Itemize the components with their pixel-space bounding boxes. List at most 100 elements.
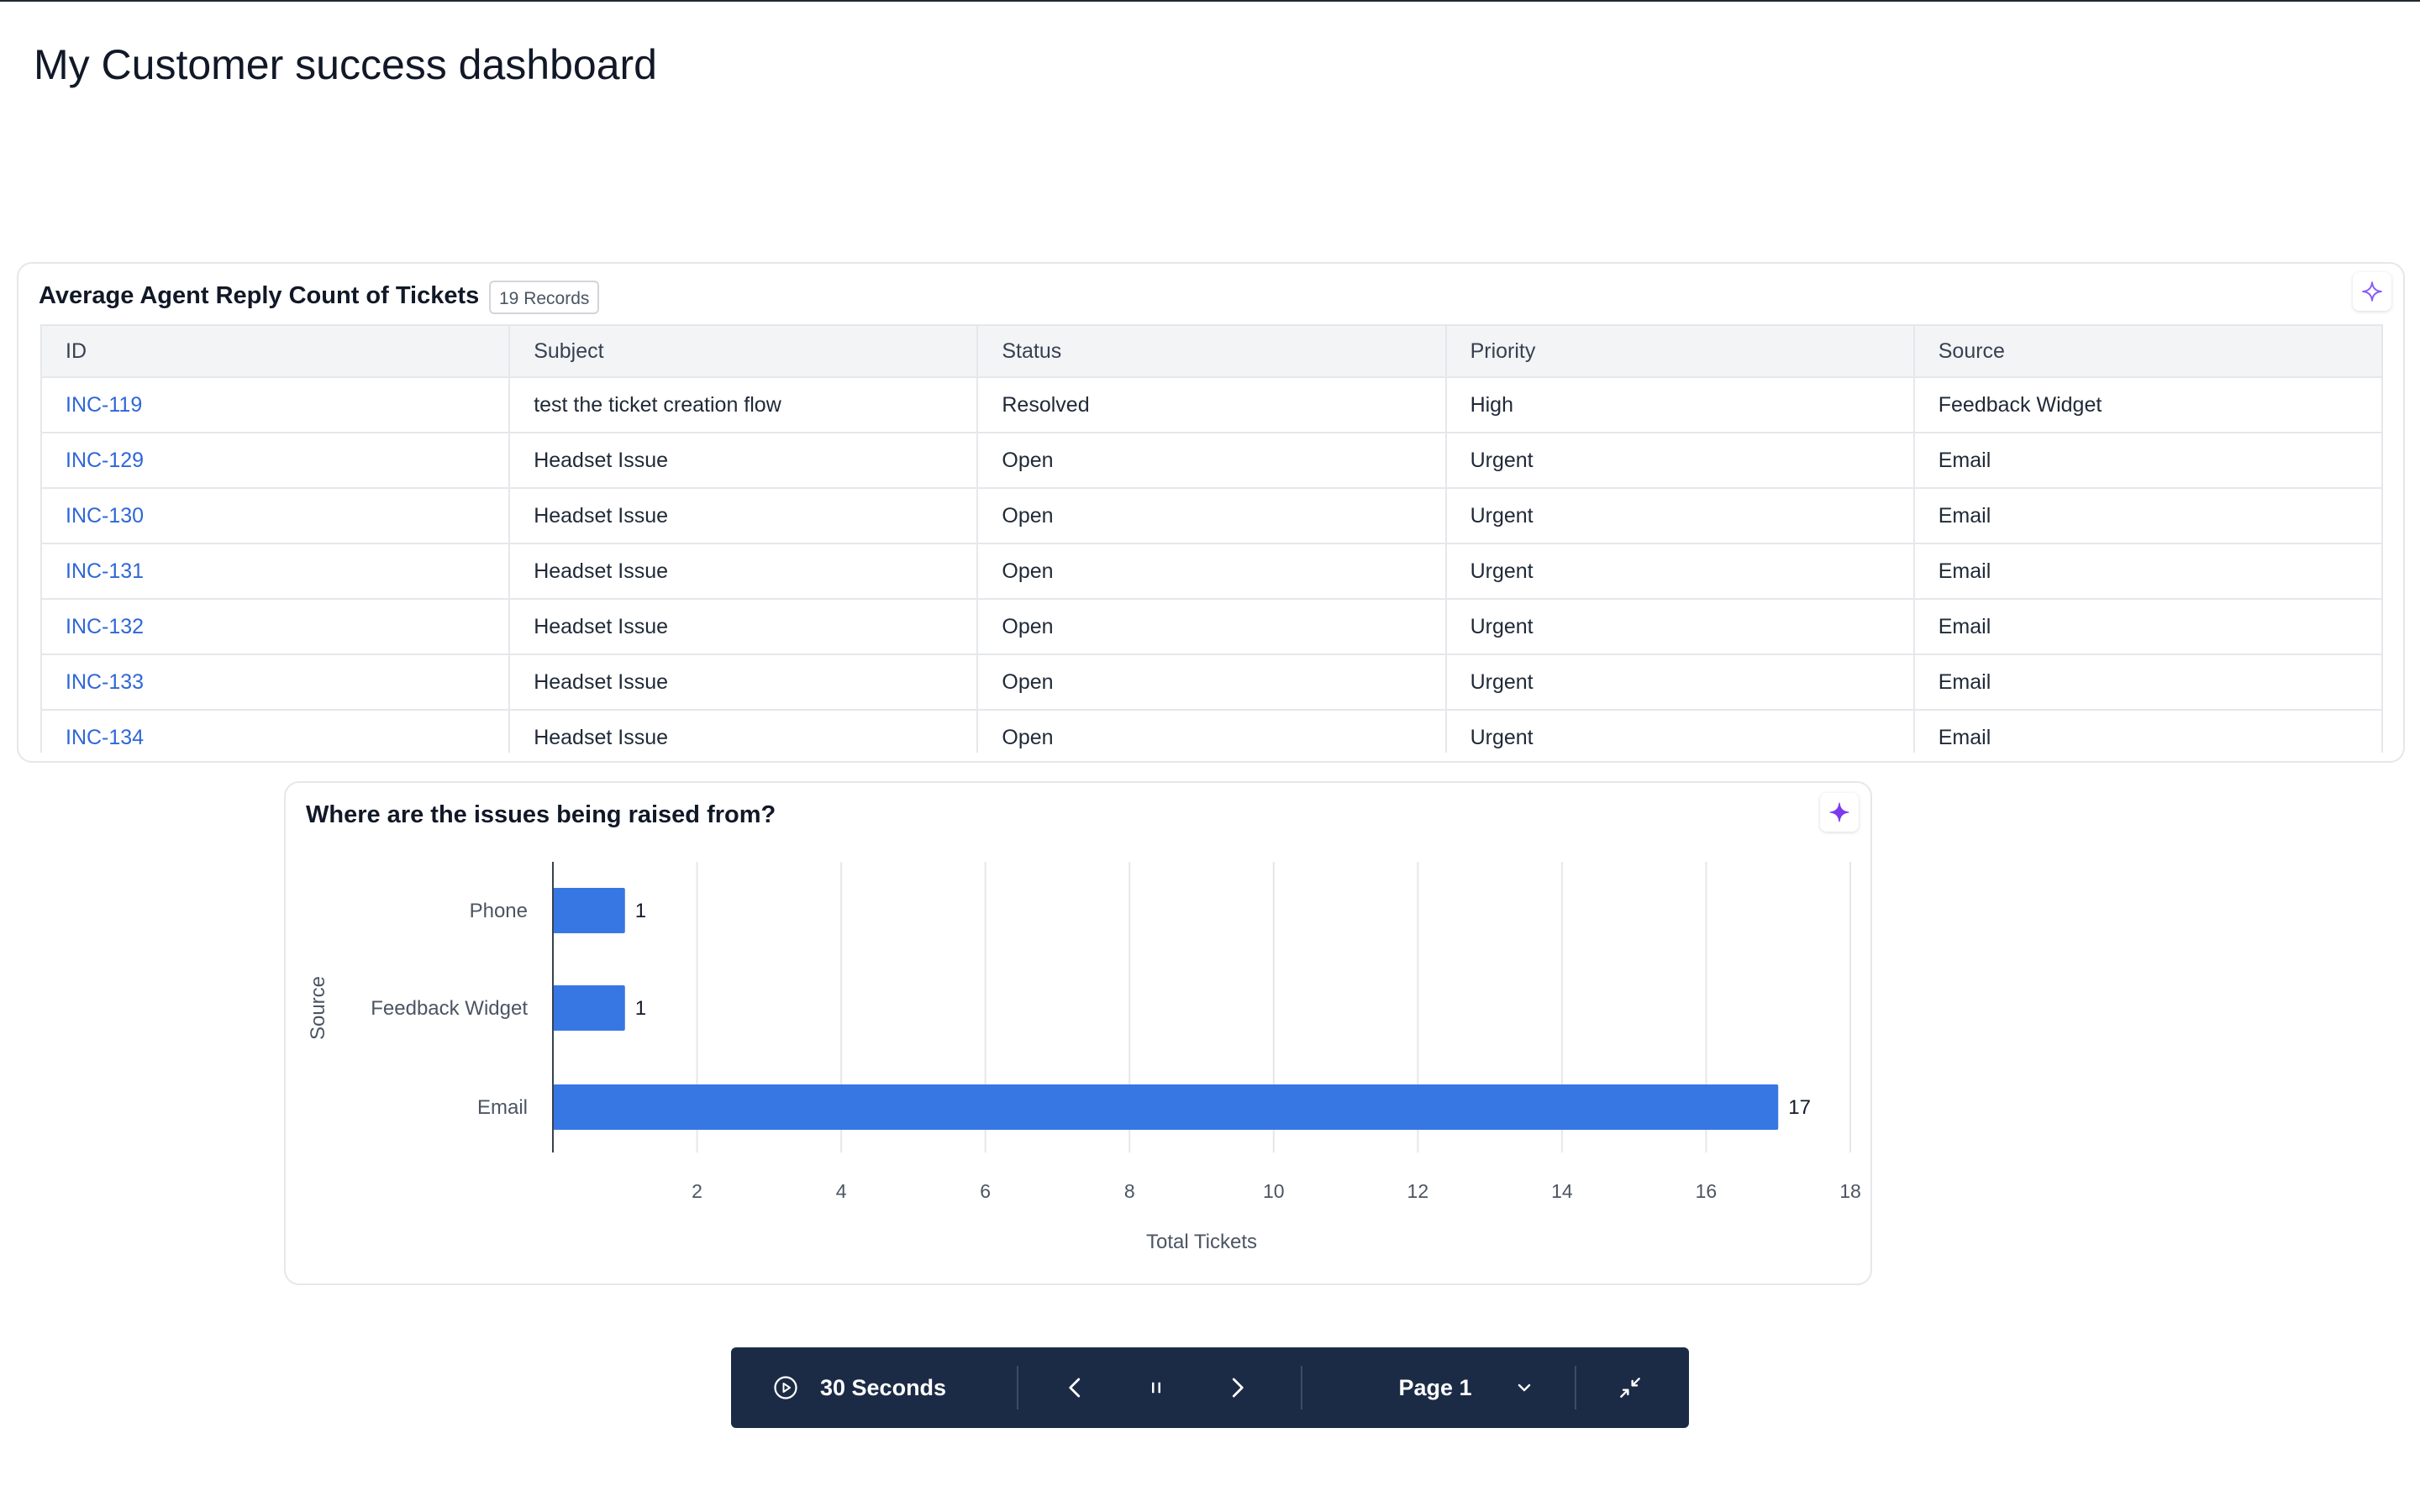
pause-icon (1152, 1382, 1160, 1394)
next-page-button[interactable] (1212, 1347, 1262, 1428)
x-tick-label: 12 (1407, 1180, 1429, 1202)
x-tick-label: 4 (836, 1180, 847, 1202)
cell-source: Email (1912, 487, 2383, 544)
cell-id[interactable]: INC-132 (40, 598, 511, 655)
chart-widget-title: Where are the issues being raised from? (306, 801, 776, 828)
cell-id[interactable]: INC-133 (40, 654, 511, 711)
chart-ai-button[interactable] (1820, 793, 1859, 832)
exit-fullscreen-button[interactable] (1605, 1347, 1655, 1428)
table-header-row: ID Subject Status Priority Source (40, 324, 2383, 378)
cell-id[interactable]: INC-134 (40, 709, 511, 753)
pause-button[interactable] (1131, 1347, 1181, 1428)
cell-status: Resolved (976, 376, 1447, 433)
divider (1301, 1366, 1302, 1410)
cell-subject: Headset Issue (508, 598, 979, 655)
table-ai-button[interactable] (2353, 272, 2391, 311)
bar (553, 1084, 1779, 1130)
previous-page-button[interactable] (1050, 1347, 1101, 1428)
window-top-border (0, 0, 2420, 2)
cell-priority: Urgent (1444, 654, 1915, 711)
cell-priority: Urgent (1444, 487, 1915, 544)
x-axis-title: Total Tickets (1146, 1231, 1257, 1253)
cell-subject: Headset Issue (508, 487, 979, 544)
cell-subject: Headset Issue (508, 654, 979, 711)
cell-id[interactable]: INC-119 (40, 376, 511, 433)
divider (1575, 1366, 1576, 1410)
cell-subject: Headset Issue (508, 432, 979, 489)
cell-id[interactable]: INC-131 (40, 543, 511, 600)
chevron-down-icon (1518, 1383, 1530, 1392)
column-header-id[interactable]: ID (40, 324, 511, 378)
column-header-priority[interactable]: Priority (1444, 324, 1915, 378)
timer-label: 30 Seconds (820, 1374, 947, 1400)
y-tick-label: Email (477, 1096, 528, 1119)
column-header-status[interactable]: Status (976, 324, 1447, 378)
cell-id[interactable]: INC-129 (40, 432, 511, 489)
page-select[interactable]: Page 1 (1353, 1347, 1580, 1428)
table-row[interactable]: INC-133 Headset Issue Open Urgent Email (40, 654, 2383, 711)
page-label: Page 1 (1398, 1374, 1472, 1400)
cell-subject: test the ticket creation flow (508, 376, 979, 433)
sparkle-icon (1829, 802, 1849, 822)
minimize-icon (1620, 1378, 1640, 1398)
x-tick-label: 6 (980, 1180, 991, 1202)
column-header-source[interactable]: Source (1912, 324, 2383, 378)
bar (553, 888, 625, 933)
cell-priority: High (1444, 376, 1915, 433)
bar-chart: 2 4 6 8 10 12 14 16 18 Phone 1 Feedback Widget 1 Emai… (307, 862, 1861, 1253)
y-tick-label: Feedback Widget (371, 997, 528, 1020)
page-title: My Customer success dashboard (34, 41, 657, 88)
divider (1017, 1366, 1018, 1410)
x-tick-label: 2 (692, 1180, 702, 1202)
chevron-left-icon (1069, 1378, 1081, 1398)
cell-status: Open (976, 709, 1447, 753)
table-scroll-area[interactable]: ID Subject Status Priority Source INC-11… (40, 324, 2383, 753)
x-tick-label: 14 (1551, 1180, 1573, 1202)
cell-status: Open (976, 543, 1447, 600)
cell-source: Email (1912, 432, 2383, 489)
cell-status: Open (976, 487, 1447, 544)
cell-status: Open (976, 598, 1447, 655)
table-row[interactable]: INC-134 Headset Issue Open Urgent Email (40, 709, 2383, 753)
data-label: 1 (635, 900, 646, 922)
sparkle-icon (2362, 281, 2382, 302)
cell-priority: Urgent (1444, 543, 1915, 600)
issues-source-chart-widget: 2 4 6 8 10 12 14 16 18 Phone 1 Feedback Widget 1 Emai… (284, 781, 1872, 1285)
cell-subject: Headset Issue (508, 543, 979, 600)
cell-id[interactable]: INC-130 (40, 487, 511, 544)
cell-source: Email (1912, 654, 2383, 711)
cell-source: Feedback Widget (1912, 376, 2383, 433)
table-widget-title: Average Agent Reply Count of Tickets (39, 282, 480, 309)
data-label: 1 (635, 997, 646, 1020)
y-axis-title: Source (307, 976, 329, 1040)
table-row[interactable]: INC-130 Headset Issue Open Urgent Email (40, 487, 2383, 544)
cell-source: Email (1912, 709, 2383, 753)
x-tick-label: 18 (1839, 1180, 1861, 1202)
tickets-table: ID Subject Status Priority Source INC-11… (40, 324, 2383, 753)
cell-subject: Headset Issue (508, 709, 979, 753)
x-tick-label: 8 (1124, 1180, 1135, 1202)
table-row[interactable]: INC-131 Headset Issue Open Urgent Email (40, 543, 2383, 600)
cell-status: Open (976, 654, 1447, 711)
cell-status: Open (976, 432, 1447, 489)
cell-source: Email (1912, 598, 2383, 655)
cell-source: Email (1912, 543, 2383, 600)
y-tick-label: Phone (470, 900, 528, 922)
cell-priority: Urgent (1444, 598, 1915, 655)
table-row[interactable]: INC-119 test the ticket creation flow Reso… (40, 376, 2383, 433)
slideshow-control-bar: 30 Seconds Page 1 (731, 1347, 1689, 1428)
records-count-badge: 19 Records (489, 281, 600, 314)
column-header-subject[interactable]: Subject (508, 324, 979, 378)
cell-priority: Urgent (1444, 432, 1915, 489)
table-row[interactable]: INC-129 Headset Issue Open Urgent Email (40, 432, 2383, 489)
timer-control[interactable]: 30 Seconds (773, 1347, 975, 1428)
bar (553, 985, 625, 1031)
play-circle-icon (774, 1376, 797, 1399)
tickets-table-widget: Average Agent Reply Count of Tickets 19 … (17, 262, 2405, 763)
cell-priority: Urgent (1444, 709, 1915, 753)
x-tick-label: 10 (1263, 1180, 1285, 1202)
x-tick-label: 16 (1696, 1180, 1718, 1202)
chevron-right-icon (1232, 1378, 1244, 1398)
table-row[interactable]: INC-132 Headset Issue Open Urgent Email (40, 598, 2383, 655)
data-label: 17 (1788, 1096, 1811, 1119)
